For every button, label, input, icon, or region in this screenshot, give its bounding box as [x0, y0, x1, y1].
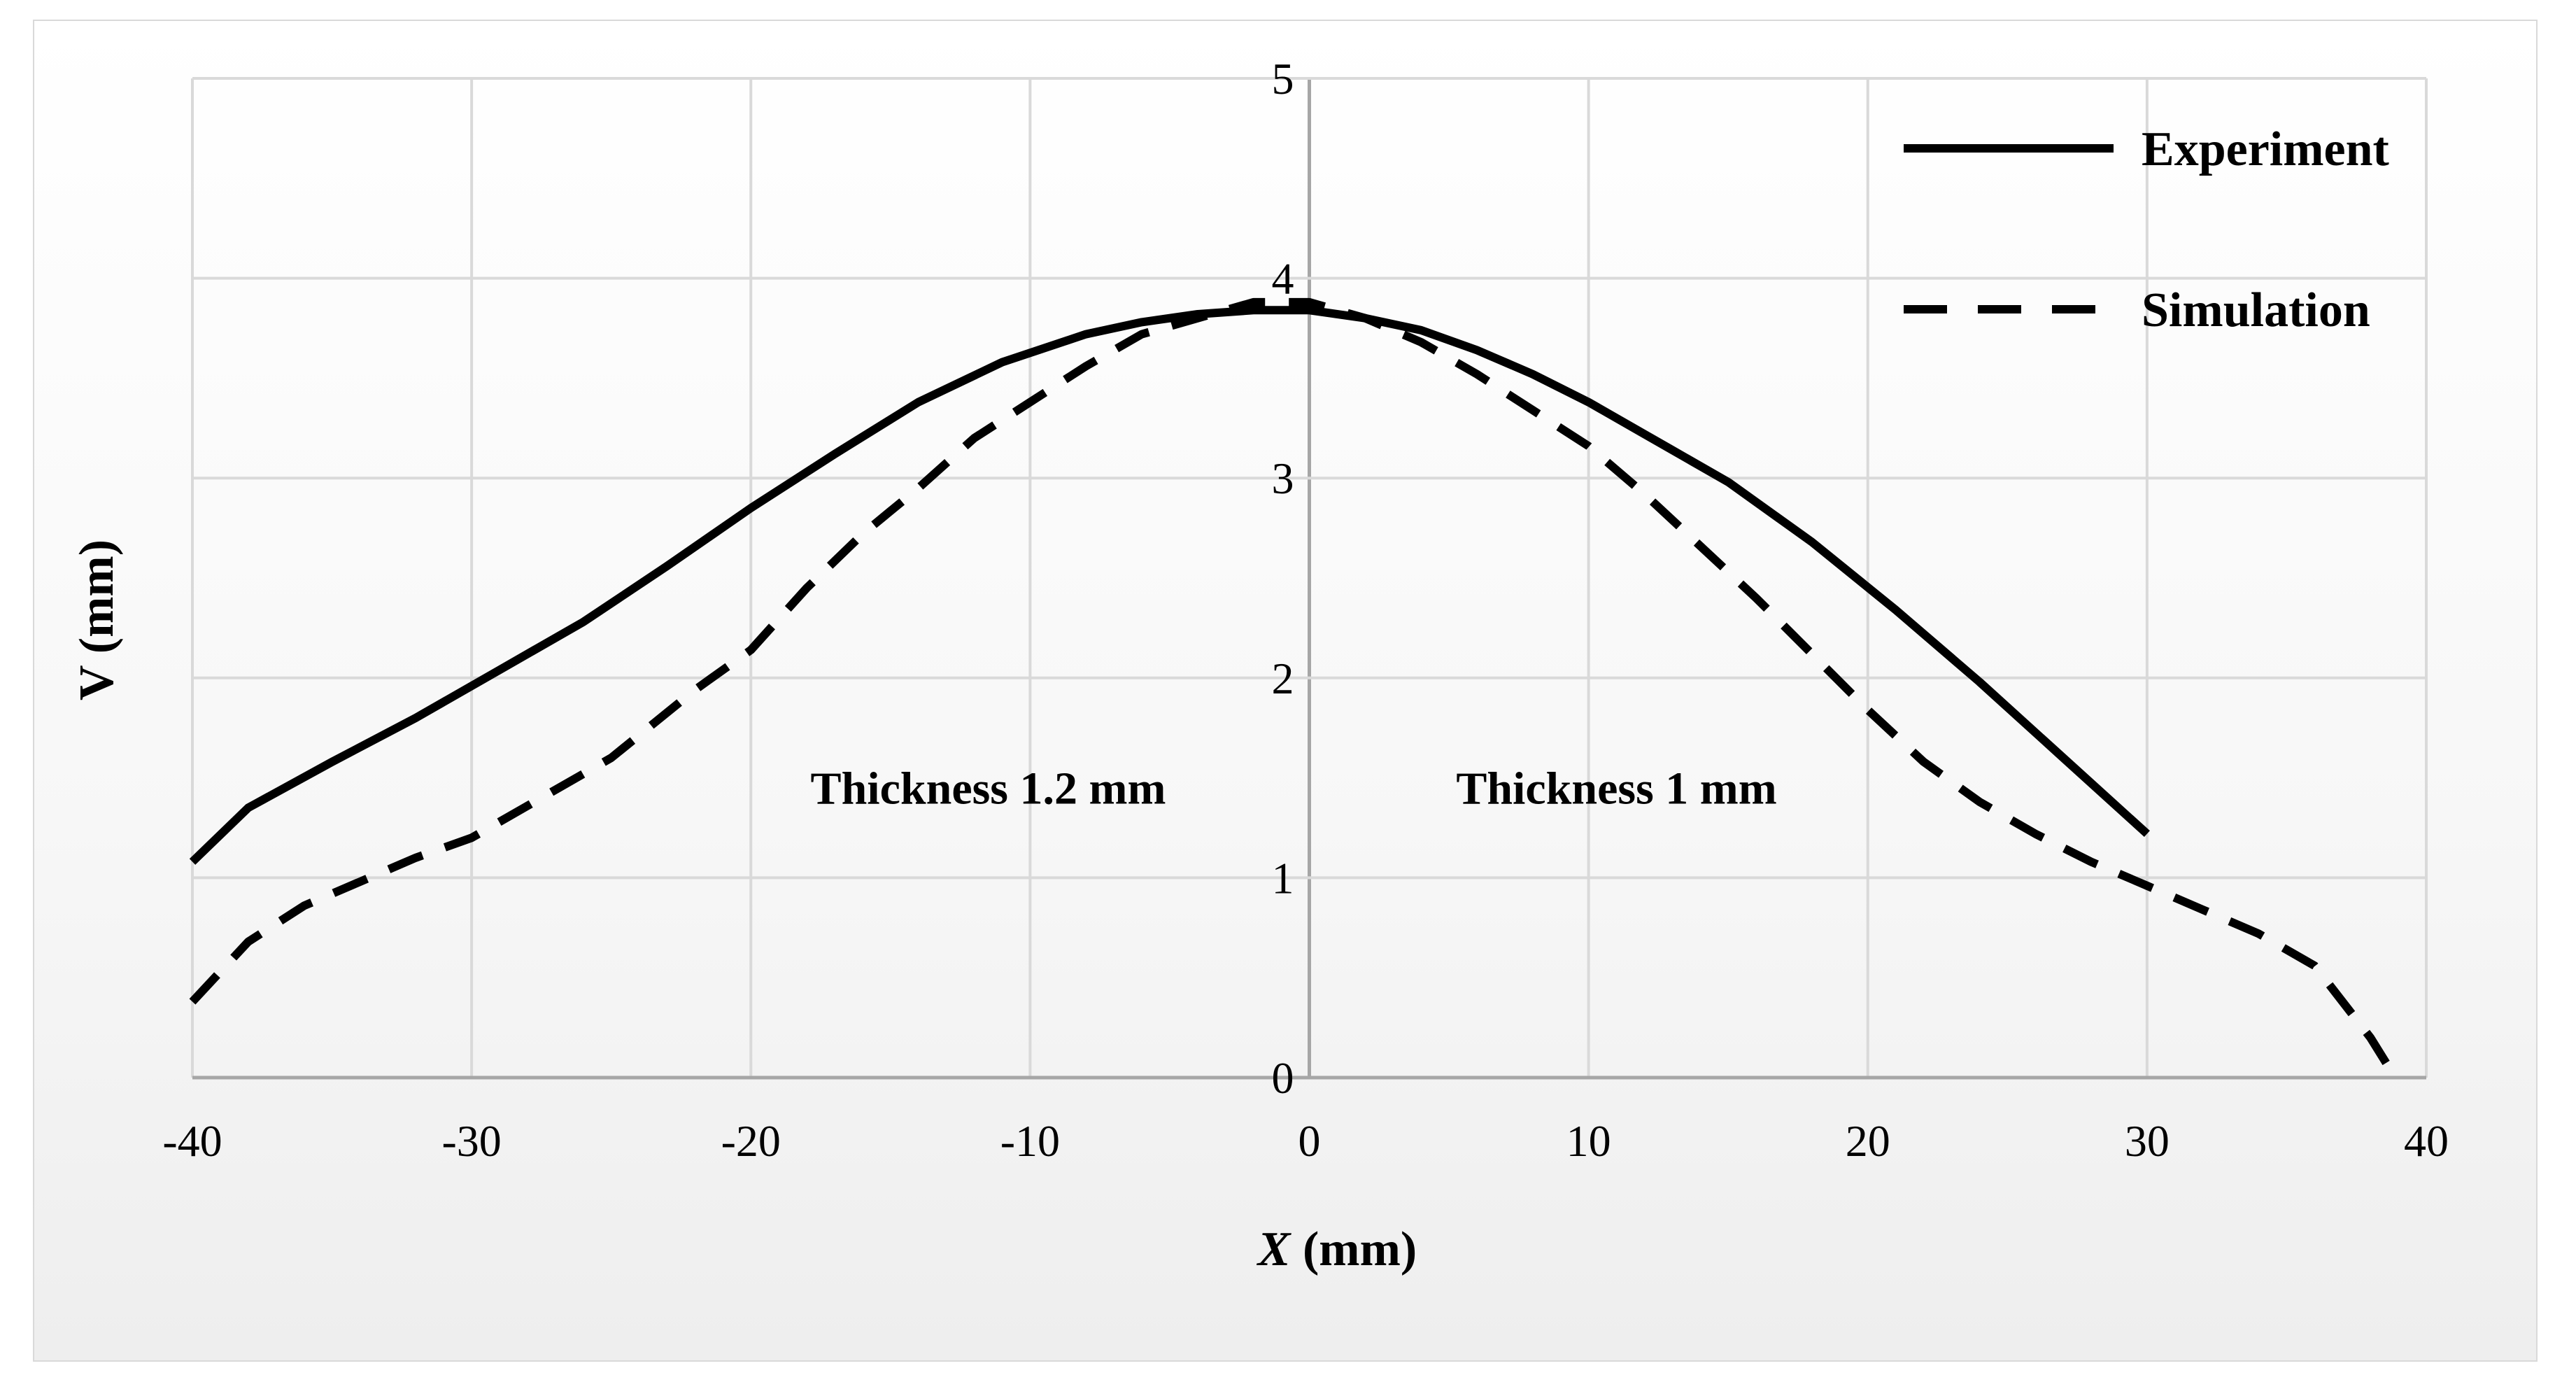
y-axis-title: V (mm)	[70, 540, 124, 700]
chart-frame: -40 -30 -20 -10 0 10 20 30 40 0 1 2 3 4 5 X (mm) V (mm…	[33, 20, 2538, 1362]
x-tick-label: 40	[2404, 1116, 2449, 1166]
x-axis-title-unit: (mm)	[1290, 1222, 1417, 1276]
x-tick-label: 10	[1566, 1116, 1611, 1166]
y-tick-label: 0	[1272, 1053, 1294, 1103]
y-tick-label: 4	[1272, 254, 1294, 304]
label-layer: -40 -30 -20 -10 0 10 20 30 40 0 1 2 3 4 5	[162, 54, 2449, 1166]
x-tick-label: -20	[721, 1116, 781, 1166]
legend: Experiment Simulation	[1904, 122, 2389, 337]
grid-layer	[191, 77, 2428, 1080]
y-tick-label: 2	[1272, 654, 1294, 703]
x-tick-label: 0	[1298, 1116, 1321, 1166]
series-line-experiment	[189, 306, 2150, 865]
x-tick-label: 30	[2125, 1116, 2170, 1166]
chart-svg: -40 -30 -20 -10 0 10 20 30 40 0 1 2 3 4 5 X (mm) V (mm…	[70, 54, 2449, 1276]
x-tick-label: -10	[1000, 1116, 1060, 1166]
series-line-simulation	[189, 297, 2397, 1076]
y-tick-label: 1	[1272, 853, 1294, 903]
x-tick-label: -40	[162, 1116, 222, 1166]
series-layer	[189, 297, 2397, 1076]
legend-label-simulation: Simulation	[2142, 283, 2370, 337]
y-tick-label: 3	[1272, 453, 1294, 503]
annotation-label: Thickness 1 mm	[1456, 763, 1776, 815]
annotation-layer: Thickness 1.2 mm Thickness 1 mm	[811, 763, 1777, 815]
annotation-label: Thickness 1.2 mm	[811, 763, 1166, 815]
x-tick-label: 20	[1846, 1116, 1890, 1166]
x-axis-title-symbol: X	[1257, 1222, 1292, 1276]
x-axis-title: X (mm)	[1257, 1222, 1417, 1276]
y-tick-label: 5	[1272, 54, 1294, 104]
legend-label-experiment: Experiment	[2142, 122, 2389, 176]
x-tick-label: -30	[441, 1116, 501, 1166]
